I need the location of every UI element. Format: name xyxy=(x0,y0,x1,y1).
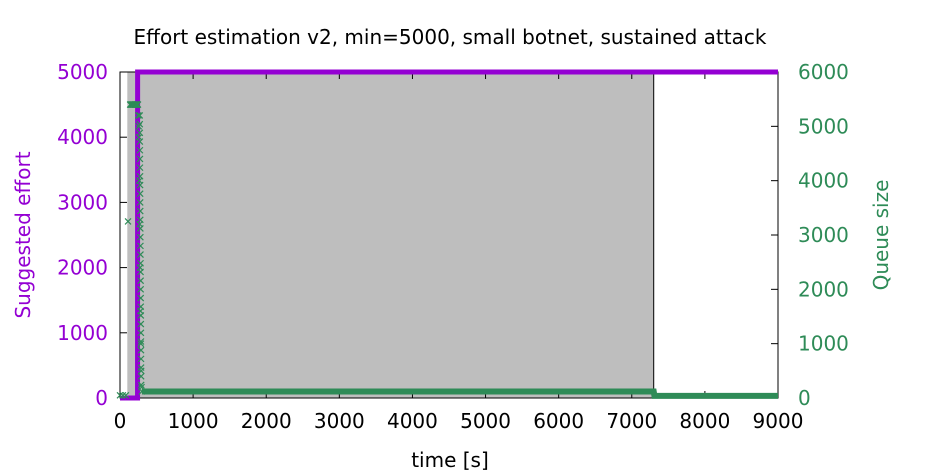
chart-title: Effort estimation v2, min=5000, small bo… xyxy=(134,25,767,49)
y-axis-left: 0 1000 2000 3000 4000 5000 xyxy=(57,60,127,410)
data-point xyxy=(137,259,144,267)
series-effort xyxy=(120,69,778,401)
data-point xyxy=(136,138,144,145)
y-tick-label: 2000 xyxy=(57,256,108,280)
data-point xyxy=(137,340,145,348)
x-axis-label: time [s] xyxy=(411,448,489,472)
x-tick-label: 4000 xyxy=(387,409,438,433)
y-tick-label: 3000 xyxy=(57,190,108,214)
data-point xyxy=(136,155,144,163)
data-point xyxy=(137,294,145,302)
y2-tick-label: 0 xyxy=(798,386,811,410)
data-point xyxy=(136,216,144,224)
data-point xyxy=(137,251,144,258)
x-tick-label: 2000 xyxy=(241,409,292,433)
y2-tick-label: 6000 xyxy=(798,60,849,84)
data-point xyxy=(136,164,144,172)
y2-tick-label: 4000 xyxy=(798,169,849,193)
data-point xyxy=(134,112,142,119)
data-point xyxy=(136,225,144,232)
series-line-effort xyxy=(120,69,778,401)
data-point xyxy=(136,190,144,198)
y2-tick-label: 5000 xyxy=(798,114,849,138)
data-point xyxy=(136,146,144,154)
x-tick-label: 9000 xyxy=(753,409,804,433)
y-axis-right: 0 1000 2000 3000 4000 5000 6000 xyxy=(771,60,849,410)
x-tick-label: 5000 xyxy=(460,409,511,433)
y-axis-left-label: Suggested effort xyxy=(11,151,35,318)
y-axis-right-label: Queue size xyxy=(869,180,893,291)
data-point xyxy=(136,129,144,137)
attack-window xyxy=(127,72,654,398)
x-tick-label: 7000 xyxy=(606,409,657,433)
data-point xyxy=(122,391,130,399)
data-point xyxy=(124,217,132,225)
data-point xyxy=(119,391,127,399)
x-tick-label: 1000 xyxy=(168,409,219,433)
data-point xyxy=(136,181,144,189)
data-point xyxy=(137,329,145,337)
data-point xyxy=(137,320,145,328)
x-tick-label: 8000 xyxy=(679,409,730,433)
data-point xyxy=(136,233,144,241)
data-point xyxy=(116,391,124,399)
x-tick-label: 0 xyxy=(114,409,127,433)
data-point xyxy=(136,120,144,128)
data-point xyxy=(137,355,145,363)
x-axis: 0 1000 2000 3000 4000 5000 6000 7000 8000 9000 xyxy=(114,72,804,433)
data-point xyxy=(137,346,145,354)
data-point xyxy=(137,242,144,250)
data-point xyxy=(137,268,145,276)
data-point xyxy=(137,372,145,380)
data-point xyxy=(137,364,145,371)
data-point xyxy=(137,303,145,311)
series-queue xyxy=(116,101,778,399)
data-point xyxy=(137,338,145,345)
data-point xyxy=(137,311,145,319)
data-point xyxy=(136,172,144,180)
y-tick-label: 1000 xyxy=(57,321,108,345)
y2-tick-label: 1000 xyxy=(798,332,849,356)
data-point xyxy=(136,198,144,206)
data-point xyxy=(137,381,145,389)
x-tick-label: 6000 xyxy=(533,409,584,433)
data-point xyxy=(134,101,142,109)
data-point xyxy=(136,112,144,119)
y2-tick-label: 3000 xyxy=(798,223,849,247)
x-tick-label: 3000 xyxy=(314,409,365,433)
data-point xyxy=(137,285,145,293)
y-tick-label: 4000 xyxy=(57,125,108,149)
attack-window-shade xyxy=(127,72,654,398)
y-tick-label: 5000 xyxy=(57,60,108,84)
y2-tick-label: 2000 xyxy=(798,277,849,301)
data-point xyxy=(136,207,144,215)
series-line-queue_plateau xyxy=(141,388,778,399)
data-point xyxy=(137,277,145,285)
y-tick-label: 0 xyxy=(95,386,108,410)
